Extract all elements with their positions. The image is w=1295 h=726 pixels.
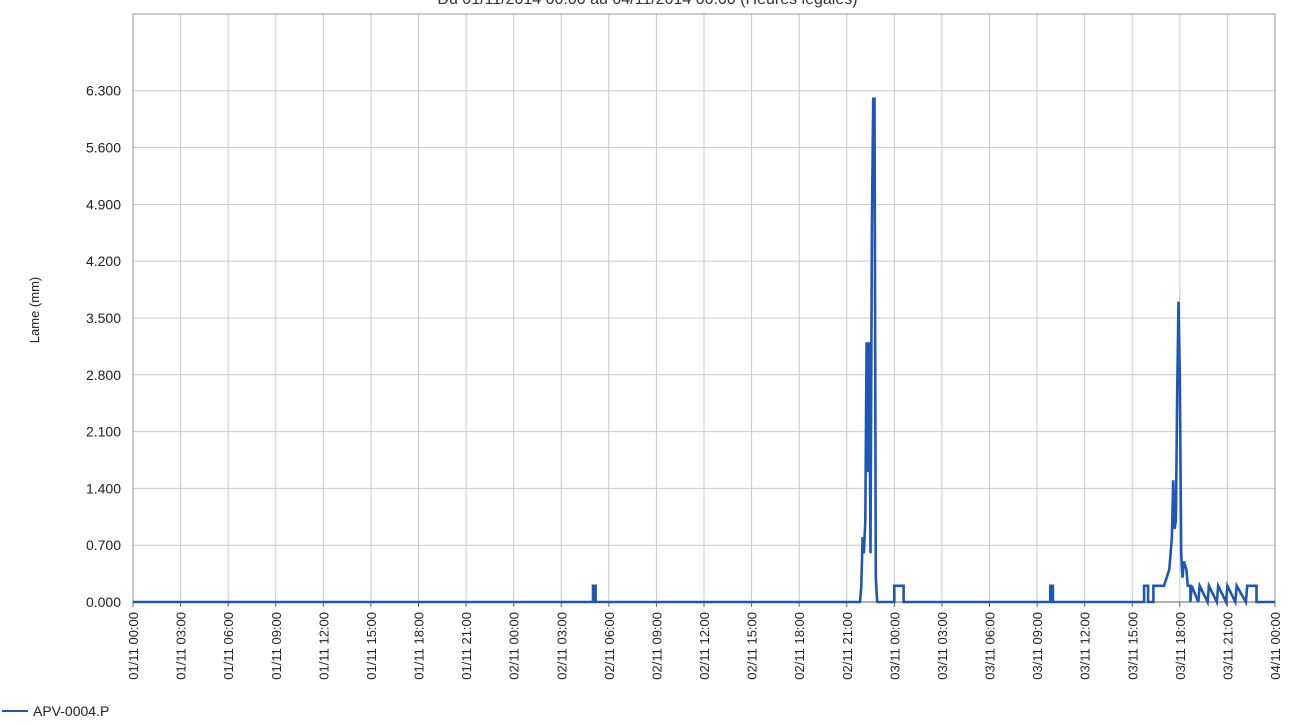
line-chart: 0.000 0.700 1.400 2.100 2.800 3.500 4.200 4.900… bbox=[27, 13, 1283, 680]
x-tick-label: 01/11 21:00 bbox=[459, 612, 474, 680]
x-tick-label: 02/11 21:00 bbox=[840, 612, 855, 680]
y-tick-label: 4.900 bbox=[86, 196, 121, 212]
x-tick-label: 01/11 09:00 bbox=[269, 612, 284, 680]
x-tick-label: 01/11 18:00 bbox=[412, 612, 427, 680]
legend-label: APV-0004.P bbox=[33, 703, 110, 719]
x-tick-label: 01/11 15:00 bbox=[364, 612, 379, 680]
grid-lines bbox=[132, 14, 1276, 603]
y-tick-label: 1.400 bbox=[86, 480, 121, 496]
x-tick-label: 01/11 12:00 bbox=[316, 612, 331, 680]
x-tick-label: 02/11 12:00 bbox=[697, 612, 712, 680]
x-tick-label: 03/11 15:00 bbox=[1125, 612, 1140, 680]
y-tick-label: 0.000 bbox=[86, 594, 121, 610]
y-tick-label: 2.800 bbox=[86, 367, 121, 383]
chart-title: Du 01/11/2014 00:00 au 04/11/2014 00:00 … bbox=[0, 0, 1295, 9]
x-tick-label: 02/11 09:00 bbox=[649, 612, 664, 680]
x-tick-labels: 01/11 00:00 01/11 03:00 01/11 06:00 01/11 0… bbox=[126, 612, 1283, 680]
y-tick-labels: 0.000 0.700 1.400 2.100 2.800 3.500 4.200 4.900… bbox=[86, 83, 121, 610]
series-line bbox=[133, 97, 1275, 607]
x-tick-label: 02/11 00:00 bbox=[507, 612, 522, 680]
x-tick-label: 01/11 00:00 bbox=[126, 612, 141, 680]
x-tick-label: 04/11 00:00 bbox=[1268, 612, 1283, 680]
x-tick-label: 02/11 15:00 bbox=[745, 612, 760, 680]
x-tick-label: 03/11 03:00 bbox=[935, 612, 950, 680]
legend-swatch bbox=[2, 710, 28, 712]
y-tick-label: 2.100 bbox=[86, 424, 121, 440]
x-tick-label: 01/11 03:00 bbox=[174, 612, 189, 680]
x-tick-label: 02/11 06:00 bbox=[602, 612, 617, 680]
x-tick-label: 02/11 03:00 bbox=[554, 612, 569, 680]
x-tick-label: 03/11 12:00 bbox=[1078, 612, 1093, 680]
x-tick-label: 03/11 06:00 bbox=[983, 612, 998, 680]
y-axis-label: Lame (mm) bbox=[27, 277, 42, 343]
y-tick-label: 4.200 bbox=[86, 253, 121, 269]
legend: APV-0004.P bbox=[2, 703, 109, 719]
x-tick-label: 03/11 09:00 bbox=[1030, 612, 1045, 680]
y-tick-label: 5.600 bbox=[86, 140, 121, 156]
y-tick-label: 0.700 bbox=[86, 537, 121, 553]
x-tick-label: 02/11 18:00 bbox=[792, 612, 807, 680]
y-tick-label: 3.500 bbox=[86, 310, 121, 326]
x-tick-label: 01/11 06:00 bbox=[221, 612, 236, 680]
series-lines bbox=[133, 97, 1275, 607]
x-tick-label: 03/11 21:00 bbox=[1220, 612, 1235, 680]
x-tick-label: 03/11 00:00 bbox=[887, 612, 902, 680]
x-tick-label: 03/11 18:00 bbox=[1173, 612, 1188, 680]
y-tick-label: 6.300 bbox=[86, 83, 121, 99]
